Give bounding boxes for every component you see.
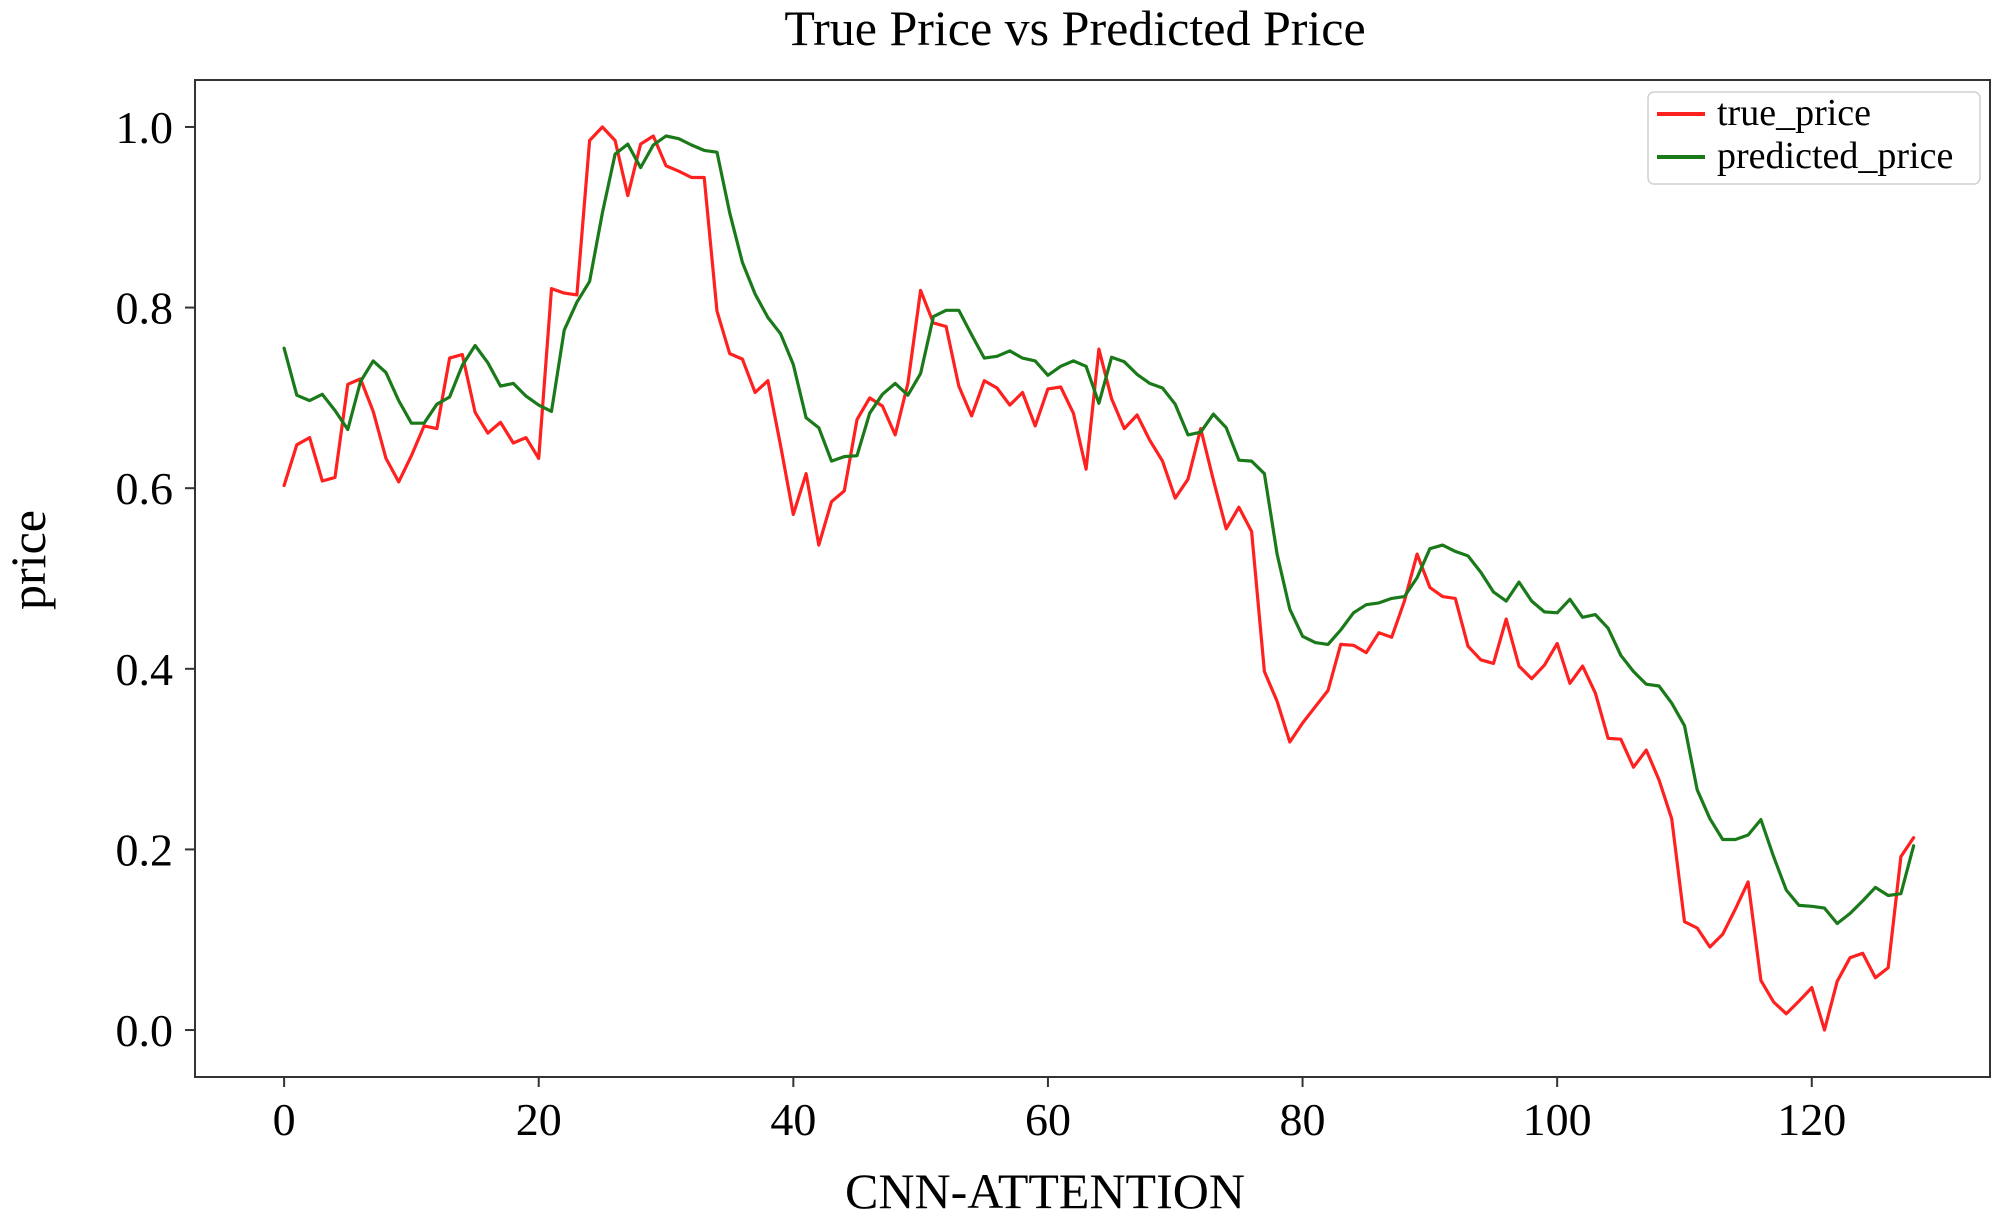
x-axis-label: CNN-ATTENTION (845, 1163, 1245, 1216)
y-tick-label: 0.8 (116, 283, 174, 334)
legend: true_price predicted_price (1647, 91, 1981, 185)
y-tick-label: 0.2 (116, 824, 174, 875)
y-axis-ticks: 0.0 0.2 0.4 0.6 0.8 1.0 (116, 102, 195, 1056)
x-tick-label: 40 (770, 1094, 816, 1145)
y-axis-label: price (0, 510, 56, 610)
x-tick-label: 100 (1523, 1094, 1592, 1145)
legend-label-predicted-price: predicted_price (1717, 135, 1953, 177)
series-line-predicted-price (282, 134, 1916, 926)
series-layer (282, 125, 1916, 1032)
legend-label-true-price: true_price (1717, 92, 1871, 134)
x-tick-label: 20 (516, 1094, 562, 1145)
chart-title: True Price vs Predicted Price (784, 0, 1365, 56)
x-tick-label: 80 (1280, 1094, 1326, 1145)
legend-box (1647, 91, 1981, 185)
y-tick-label: 0.4 (116, 644, 174, 695)
x-axis-ticks: 0 20 40 60 80 100 120 (273, 1077, 1846, 1145)
series-line-true-price (282, 125, 1916, 1032)
y-tick-label: 0.6 (116, 463, 174, 514)
x-tick-label: 0 (273, 1094, 296, 1145)
x-tick-label: 60 (1025, 1094, 1071, 1145)
y-tick-label: 0.0 (116, 1005, 174, 1056)
y-tick-label: 1.0 (116, 102, 174, 153)
plot-frame (194, 79, 1991, 1078)
plot-area: 0 20 40 60 80 100 120 0.0 0.2 0.4 0.6 0.8 1.0 (116, 79, 1991, 1145)
x-tick-label: 120 (1777, 1094, 1846, 1145)
